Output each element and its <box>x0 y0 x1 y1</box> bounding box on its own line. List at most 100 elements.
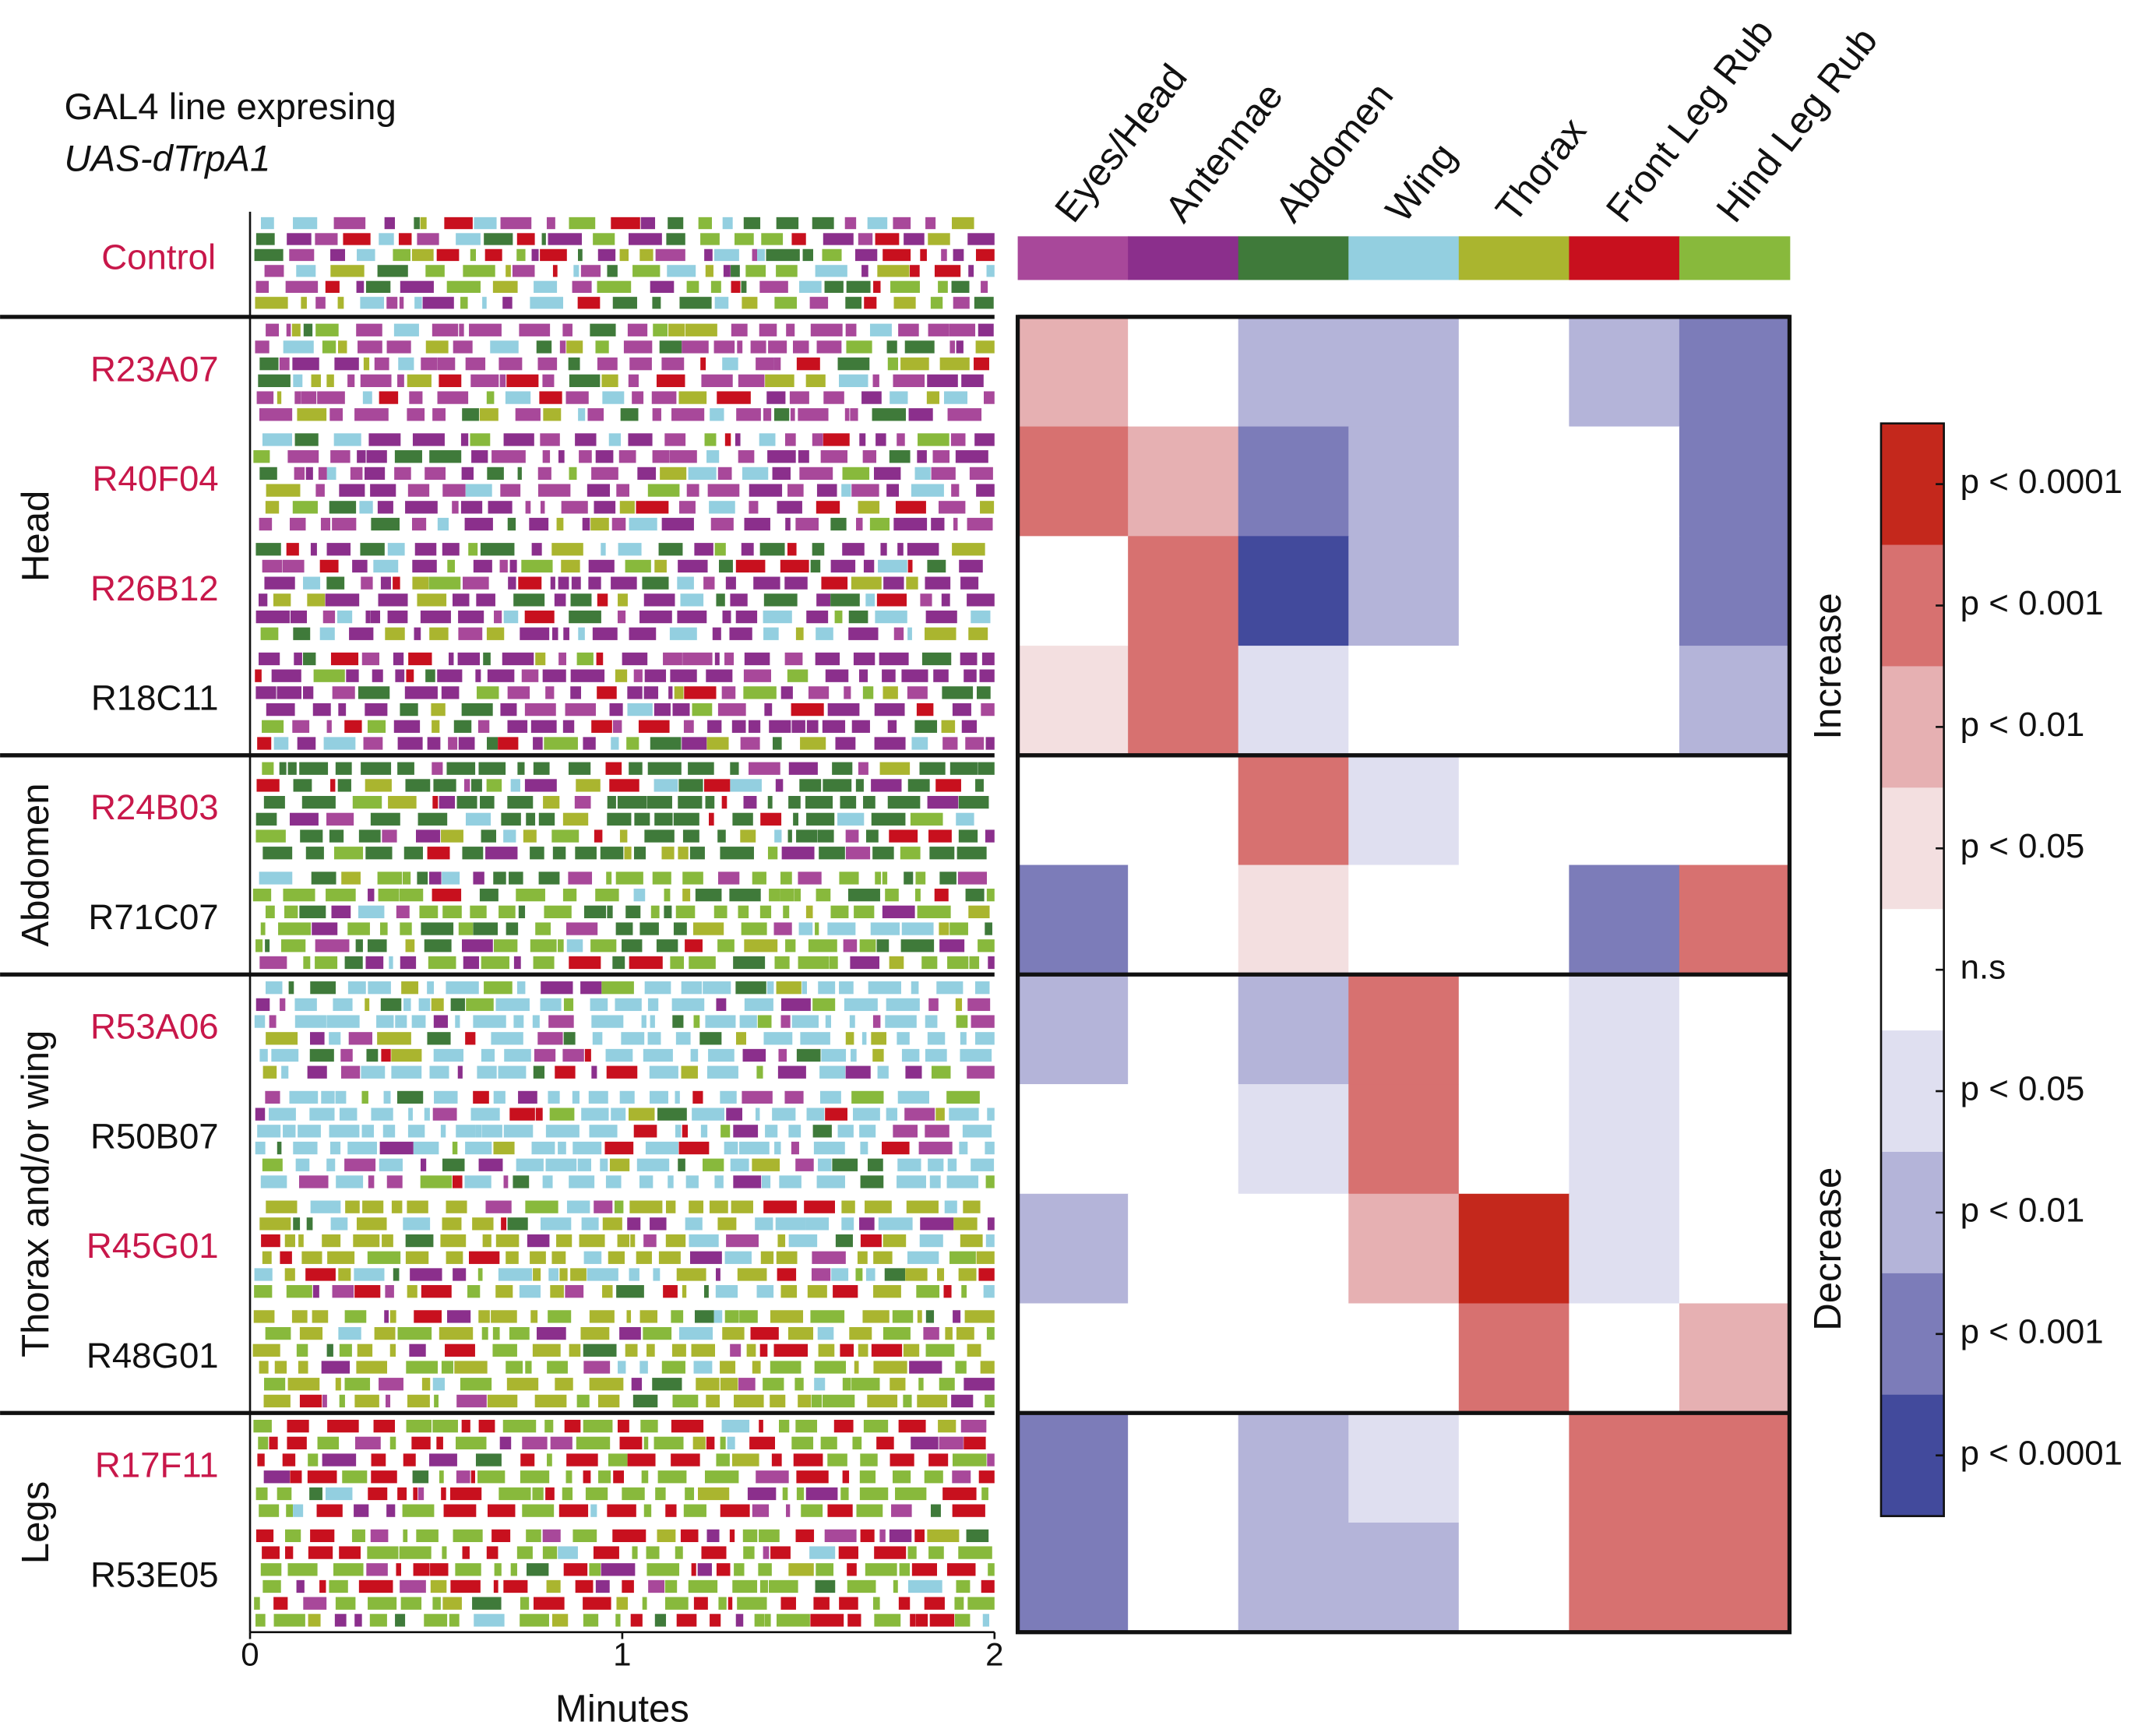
ethogram-event <box>554 593 566 607</box>
ethogram-event <box>368 433 401 446</box>
ethogram-event <box>766 248 800 262</box>
ethogram-event <box>631 1378 643 1391</box>
ethogram-event <box>735 981 766 995</box>
ethogram-event <box>516 233 535 245</box>
ethogram-event <box>915 872 926 885</box>
ethogram-event <box>566 939 583 953</box>
ethogram-event <box>568 762 591 775</box>
ethogram-event <box>781 847 815 860</box>
ethogram-event <box>457 652 481 666</box>
ethogram-event <box>581 1107 609 1121</box>
ethogram-event <box>777 501 802 514</box>
ethogram <box>254 981 995 1079</box>
ethogram-event <box>649 1090 668 1104</box>
ethogram-event <box>901 669 928 682</box>
ethogram-event <box>768 340 787 354</box>
ethogram-event <box>849 1326 872 1340</box>
heatmap-cell <box>1128 755 1239 866</box>
ethogram-event <box>879 762 911 775</box>
ethogram-event <box>569 1343 581 1357</box>
ethogram-event <box>925 1015 938 1028</box>
ethogram-event <box>652 408 661 421</box>
ethogram-event <box>417 812 448 826</box>
ethogram-event <box>730 779 762 792</box>
ethogram-event <box>311 374 321 388</box>
ethogram-event <box>715 1268 720 1281</box>
ethogram-event <box>287 450 319 463</box>
ethogram-event <box>255 998 270 1012</box>
ethogram-event <box>361 576 373 590</box>
ethogram-event <box>816 340 842 354</box>
ethogram-event <box>494 610 502 624</box>
ethogram-event <box>955 998 963 1012</box>
ethogram-event <box>779 1420 790 1433</box>
ethogram-event <box>310 981 336 995</box>
ethogram-event <box>339 484 365 497</box>
ethogram-event <box>491 1032 523 1045</box>
ethogram-event <box>287 1563 318 1576</box>
ethogram-event <box>876 939 890 953</box>
ethogram-event <box>714 652 720 666</box>
ethogram-event <box>436 1436 443 1449</box>
ethogram-event <box>396 1563 401 1576</box>
ethogram-event <box>780 998 811 1012</box>
ethogram-event <box>934 265 961 277</box>
ethogram-event <box>813 1597 830 1610</box>
ethogram-event <box>911 484 944 497</box>
ethogram-event <box>297 408 327 421</box>
ethogram-event <box>950 433 966 446</box>
ethogram-event <box>749 484 783 497</box>
ethogram-event <box>985 737 995 750</box>
ethogram-event <box>976 484 995 497</box>
ethogram-event <box>406 669 414 682</box>
ethogram-event <box>791 1436 814 1449</box>
ethogram-event <box>981 280 988 294</box>
ethogram-event <box>849 1015 855 1028</box>
ethogram-event <box>858 762 868 775</box>
ethogram-event <box>627 1217 641 1231</box>
ethogram-event <box>671 1343 686 1357</box>
ethogram-event <box>706 1065 738 1079</box>
ethogram-event <box>379 233 394 245</box>
heatmap-cell <box>1458 646 1570 756</box>
ethogram-event <box>639 610 672 624</box>
ethogram-event <box>685 1217 703 1231</box>
ethogram-event <box>344 956 363 970</box>
ethogram-event <box>783 905 790 919</box>
ethogram-event <box>734 1563 745 1576</box>
ethogram-event <box>871 1032 886 1045</box>
ethogram-event <box>920 248 927 262</box>
ethogram-event <box>684 686 717 699</box>
ethogram-event <box>441 1487 446 1501</box>
ethogram-event <box>260 1563 282 1576</box>
ethogram-event <box>961 1285 967 1298</box>
ethogram-event <box>752 1361 761 1374</box>
ethogram-event <box>757 1015 772 1028</box>
ethogram-event <box>856 1504 883 1517</box>
ethogram-event <box>945 1326 953 1340</box>
ethogram-event <box>510 779 520 792</box>
ethogram-event <box>784 1090 804 1104</box>
ethogram-event <box>357 248 375 262</box>
ethogram-event <box>262 1251 272 1264</box>
ethogram-event <box>652 872 671 885</box>
ethogram-event <box>437 391 469 404</box>
ethogram-event <box>796 1487 805 1501</box>
ethogram-event <box>312 702 331 717</box>
ethogram-event <box>761 233 784 245</box>
ethogram-event <box>678 391 707 404</box>
ethogram-event <box>330 1217 348 1231</box>
ethogram-event <box>875 610 907 624</box>
heatmap-cell <box>1128 1522 1239 1633</box>
x-tick-label: 0 <box>241 1636 259 1672</box>
ethogram-event <box>688 467 717 481</box>
ethogram-event <box>294 433 319 446</box>
ethogram-event <box>565 391 589 404</box>
ethogram-event <box>636 1251 652 1264</box>
ethogram-event <box>717 467 732 481</box>
ethogram-event <box>919 762 946 775</box>
ethogram-event <box>259 1361 269 1374</box>
ethogram-event <box>734 1394 764 1408</box>
heatmap-cell <box>1348 1522 1460 1633</box>
